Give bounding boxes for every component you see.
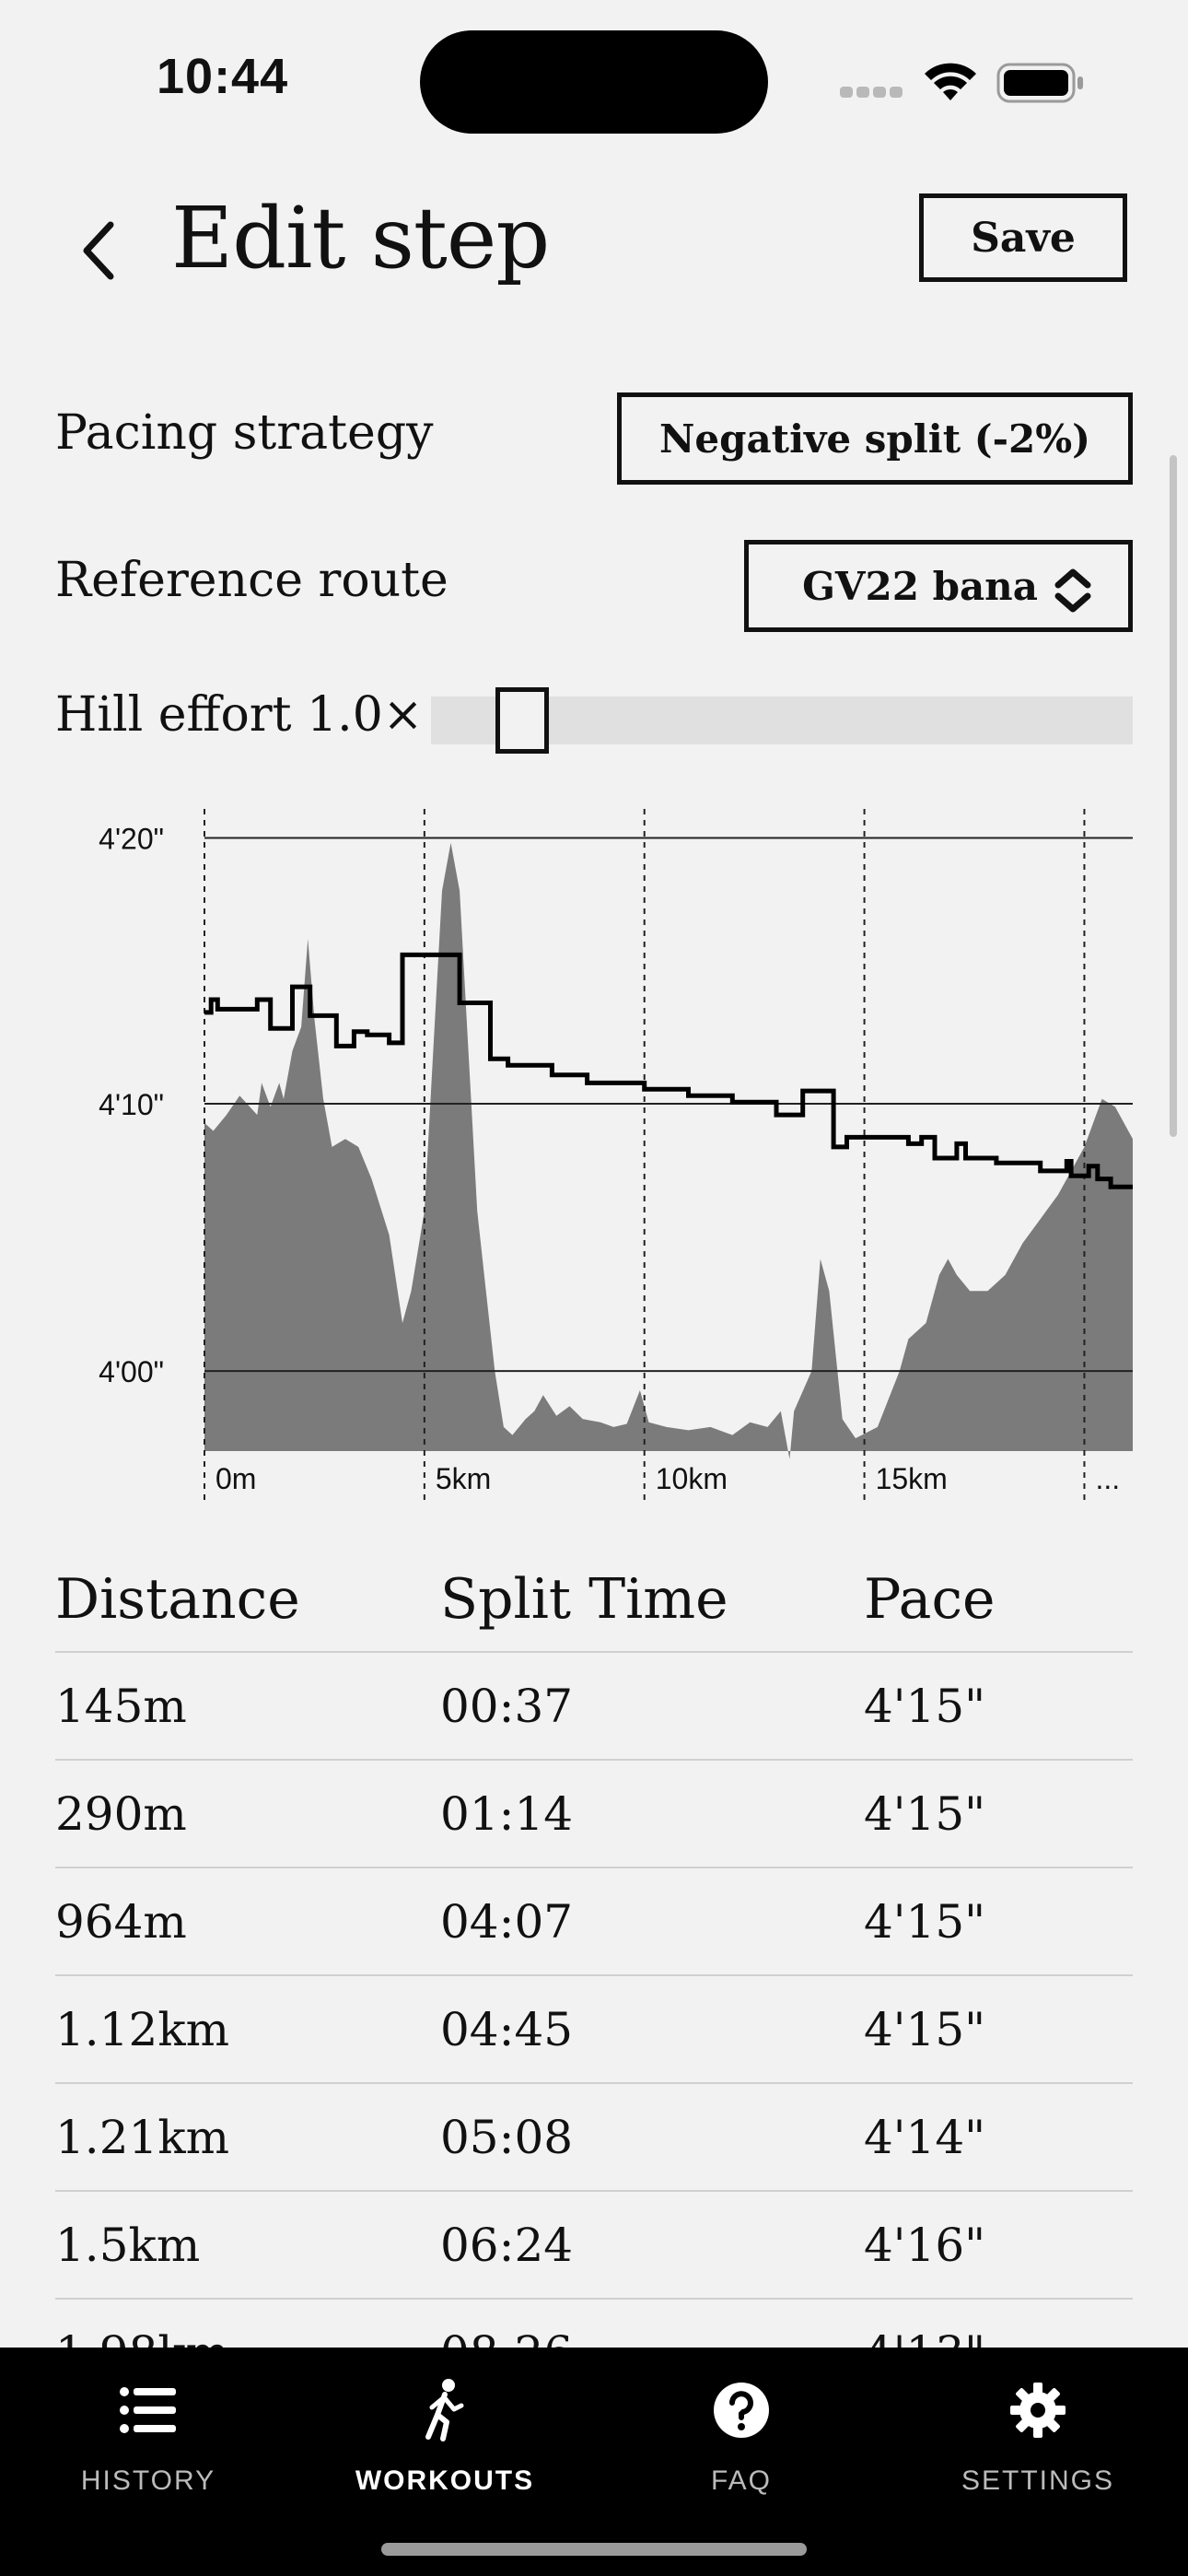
cell-pace: 4'14" <box>864 2110 986 2164</box>
question-icon <box>714 2383 769 2438</box>
cell-split-time: 00:37 <box>440 1679 574 1733</box>
cell-pace: 4'15" <box>864 1894 986 1949</box>
pace-line <box>204 952 1133 1189</box>
cell-split-time: 04:45 <box>440 2002 574 2056</box>
x-tick-label: 15km <box>876 1462 948 1495</box>
tab-bar: HISTORY WORKOUTS FAQ <box>0 2348 1188 2576</box>
wifi-icon <box>925 63 976 100</box>
column-header-pace: Pace <box>864 1567 996 1632</box>
reference-route-select[interactable]: GV22 bana <box>744 540 1133 632</box>
tab-history-label: HISTORY <box>80 2465 216 2496</box>
hill-effort-slider-thumb[interactable] <box>495 687 550 754</box>
x-tick-label: 10km <box>656 1462 728 1495</box>
table-row: 290m 01:14 4'15" <box>55 1761 1133 1868</box>
cell-distance: 145m <box>55 1679 187 1733</box>
pace-elevation-chart: 4'20" 4'10" 4'00" 0m 5km 10km 15km... <box>99 809 1133 1502</box>
gear-icon <box>1010 2383 1066 2438</box>
page-title: Edit step <box>171 189 550 287</box>
y-tick-label: 4'10" <box>99 1088 164 1121</box>
list-icon <box>120 2387 176 2433</box>
scrollbar[interactable] <box>1170 455 1177 1137</box>
cell-split-time: 05:08 <box>440 2110 574 2164</box>
pacing-strategy-label: Pacing strategy <box>55 405 434 461</box>
tab-faq-label: FAQ <box>710 2465 772 2496</box>
column-header-distance: Distance <box>55 1567 300 1632</box>
splits-table: Distance Split Time Pace 145m 00:37 4'15… <box>55 1548 1133 2407</box>
signal-icon <box>840 87 903 98</box>
status-time: 10:44 <box>157 49 289 104</box>
table-header: Distance Split Time Pace <box>55 1548 1133 1653</box>
table-row: 145m 00:37 4'15" <box>55 1653 1133 1761</box>
cell-distance: 290m <box>55 1786 187 1841</box>
pacing-strategy-value: Negative split (-2%) <box>658 416 1091 462</box>
cell-pace: 4'15" <box>864 1679 986 1733</box>
runner-icon <box>425 2379 464 2441</box>
cell-distance: 1.12km <box>55 2002 230 2056</box>
elevation-area <box>204 842 1133 1459</box>
reference-route-value: GV22 bana <box>802 563 1038 609</box>
tab-faq[interactable]: FAQ <box>593 2373 890 2497</box>
table-row: 1.5km 06:24 4'16" <box>55 2192 1133 2300</box>
reference-route-label: Reference route <box>55 553 448 608</box>
x-tick-label: 5km <box>436 1462 491 1495</box>
y-tick-label: 4'00" <box>99 1355 164 1388</box>
cell-split-time: 06:24 <box>440 2218 574 2272</box>
cell-pace: 4'16" <box>864 2218 986 2272</box>
tab-workouts-label: WORKOUTS <box>355 2465 535 2496</box>
battery-icon <box>996 63 1083 103</box>
back-chevron-icon[interactable] <box>72 214 127 287</box>
cell-split-time: 01:14 <box>440 1786 574 1841</box>
cell-split-time: 04:07 <box>440 1894 574 1949</box>
x-tick-label: ... <box>1095 1462 1120 1495</box>
cell-pace: 4'15" <box>864 1786 986 1841</box>
home-indicator <box>381 2543 807 2556</box>
tab-workouts[interactable]: WORKOUTS <box>297 2373 593 2497</box>
pacing-strategy-button[interactable]: Negative split (-2%) <box>617 392 1133 485</box>
tab-settings[interactable]: SETTINGS <box>890 2373 1186 2497</box>
cell-distance: 1.21km <box>55 2110 230 2164</box>
table-row: 964m 04:07 4'15" <box>55 1868 1133 1976</box>
cell-distance: 1.5km <box>55 2218 201 2272</box>
save-button[interactable]: Save <box>919 193 1127 282</box>
cell-pace: 4'15" <box>864 2002 986 2056</box>
table-row: 1.12km 04:45 4'15" <box>55 1976 1133 2084</box>
y-tick-label: 4'20" <box>99 823 164 856</box>
column-header-split-time: Split Time <box>440 1567 728 1632</box>
dynamic-island <box>420 30 768 134</box>
tab-history[interactable]: HISTORY <box>0 2373 297 2497</box>
table-row: 1.21km 05:08 4'14" <box>55 2084 1133 2192</box>
hill-effort-label: Hill effort 1.0× <box>55 687 424 743</box>
x-tick-label: 0m <box>215 1462 256 1495</box>
tab-settings-label: SETTINGS <box>961 2465 1114 2496</box>
chevron-up-down-icon <box>1054 568 1091 613</box>
cell-distance: 964m <box>55 1894 187 1949</box>
